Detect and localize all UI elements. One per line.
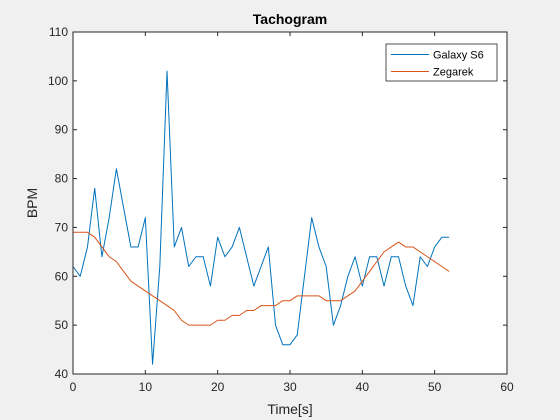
x-tick-label: 50: [428, 380, 442, 394]
x-tick-label: 20: [211, 380, 225, 394]
x-tick-label: 30: [283, 380, 297, 394]
legend-label-galaxy-s6: Galaxy S6: [433, 50, 484, 62]
x-tick-label: 60: [500, 380, 514, 394]
x-axis-title: Time[s]: [267, 401, 312, 417]
y-tick-label: 110: [49, 25, 68, 39]
chart-title: Tachogram: [253, 11, 327, 27]
legend-label-zegarek: Zegarek: [433, 67, 474, 79]
legend-box: [385, 43, 498, 82]
y-tick-label: 50: [55, 318, 69, 332]
ticks-layer: 0 10 20 30 40 50 60 40 50 60 70 80 90 100 110: [48, 25, 514, 394]
x-tick-label: 0: [70, 380, 77, 394]
x-tick-label: 40: [356, 380, 370, 394]
y-tick-label: 100: [48, 74, 68, 88]
plot-area: [73, 32, 507, 374]
x-tick-label: 10: [139, 380, 153, 394]
y-axis-title: BPM: [24, 188, 40, 218]
series-line-zegarek: [73, 231, 450, 326]
y-tick-label: 70: [55, 220, 69, 234]
legend: Galaxy S6 Zegarek: [385, 43, 498, 82]
y-tick-label: 40: [55, 367, 69, 381]
series-line-galaxy-s6: [72, 70, 450, 365]
series-layer: [72, 70, 450, 365]
y-tick-label: 90: [55, 123, 69, 137]
y-tick-label: 60: [55, 269, 69, 283]
y-tick-label: 80: [55, 172, 69, 186]
